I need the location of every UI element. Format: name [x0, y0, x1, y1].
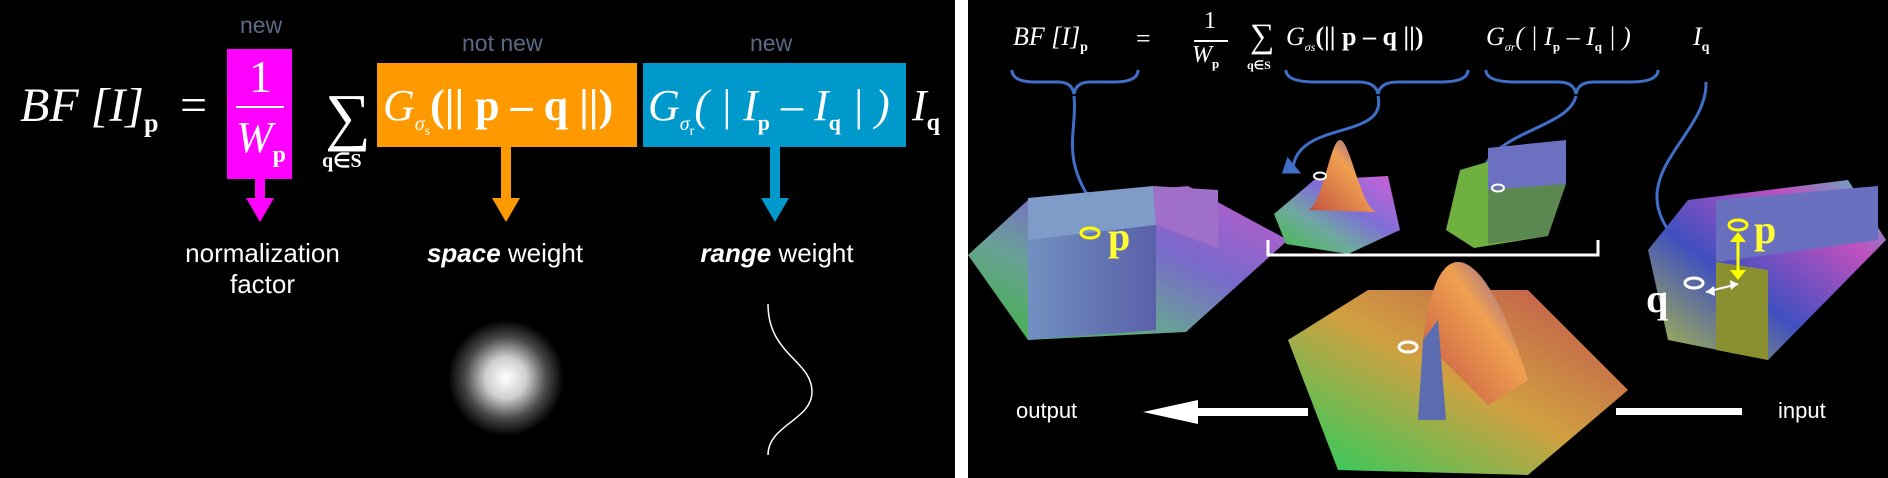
connector-space [1291, 95, 1381, 169]
label-new-range: new [750, 30, 793, 56]
input-surface [1648, 180, 1886, 360]
input-caption: input [1778, 398, 1826, 423]
fraction-bar [236, 106, 284, 108]
left-panel: new not new new BF [I]p = 1 Wp ∑ q∈S Gσs… [0, 0, 955, 478]
range-weight-box [643, 63, 906, 147]
brace-space [1284, 69, 1470, 95]
fraction-denominator: Wp [236, 113, 287, 168]
input-flow-line [1616, 408, 1742, 415]
product-bracket [1266, 240, 1600, 257]
weight-arrows [246, 146, 813, 456]
right-fraction-denominator: Wp [1192, 42, 1220, 71]
formula-tail: Iq [912, 81, 941, 136]
fraction-numerator: 1 [249, 51, 272, 102]
range-weight-caption: range weight [700, 238, 854, 268]
connector-space-arrowhead [1281, 156, 1302, 174]
right-fraction-numerator: 1 [1204, 8, 1216, 34]
label-not-new: not new [462, 30, 543, 56]
space-weight-term: Gσs(|| p – q ||) [383, 81, 614, 139]
input-q-marker [1683, 276, 1705, 290]
brace-range [1484, 69, 1660, 95]
flow-arrow-left [1143, 400, 1308, 424]
input-q-label: q [1646, 276, 1668, 321]
summation-symbol: ∑ [325, 81, 371, 152]
space-gaussian-blob [448, 320, 564, 436]
right-formula-equals: = [1136, 24, 1151, 53]
normalization-caption: normalization factor [185, 238, 340, 299]
range-gaussian-curve [767, 303, 813, 456]
output-caption: output [1016, 398, 1078, 423]
space-weight-caption: space weight [426, 238, 584, 268]
right-formula-tail: Iq [1693, 22, 1710, 56]
input-p-label: p [1754, 207, 1776, 252]
output-point-marker [1079, 226, 1101, 240]
right-summation-subscript: q∈S [1247, 58, 1271, 72]
range-kernel-surface [1446, 140, 1566, 248]
product-marker [1397, 340, 1419, 354]
range-arrow [761, 146, 789, 222]
input-p-marker [1727, 218, 1749, 232]
formula-equals: = [180, 79, 208, 132]
output-p-label: p [1108, 214, 1130, 259]
right-space-term: Gσs(|| p – q ||) [1286, 22, 1424, 55]
space-kernel-marker [1313, 171, 1327, 181]
range-weight-term: Gσr( | Ip – Iq | ) [648, 81, 890, 139]
right-formula-lhs: BF [I]p [1013, 22, 1088, 56]
product-surface [1288, 262, 1628, 475]
space-kernel-surface [1274, 140, 1400, 254]
normalization-arrow [246, 178, 274, 222]
right-summation-symbol: ∑ [1250, 18, 1275, 55]
space-weight-box [377, 63, 637, 147]
connector-input [1655, 81, 1708, 254]
right-panel: BF [I]p = 1 Wp ∑ q∈S Gσs(|| p – q ||) Gσ… [968, 0, 1888, 478]
summation-subscript: q∈S [322, 150, 362, 172]
output-surface [968, 186, 1288, 340]
right-range-term: Gσr( | Ip – Iq | ) [1486, 22, 1631, 55]
formula-braces [1010, 69, 1660, 95]
formula-lhs: BF [I]p [20, 79, 159, 138]
label-new-normalization: new [240, 12, 283, 38]
range-kernel-marker [1491, 183, 1505, 193]
normalization-box [227, 49, 292, 179]
brace-bf [1010, 69, 1140, 95]
right-fraction-bar [1194, 40, 1228, 42]
right-panel-illustration: p p [968, 69, 1886, 475]
space-arrow [492, 146, 520, 222]
